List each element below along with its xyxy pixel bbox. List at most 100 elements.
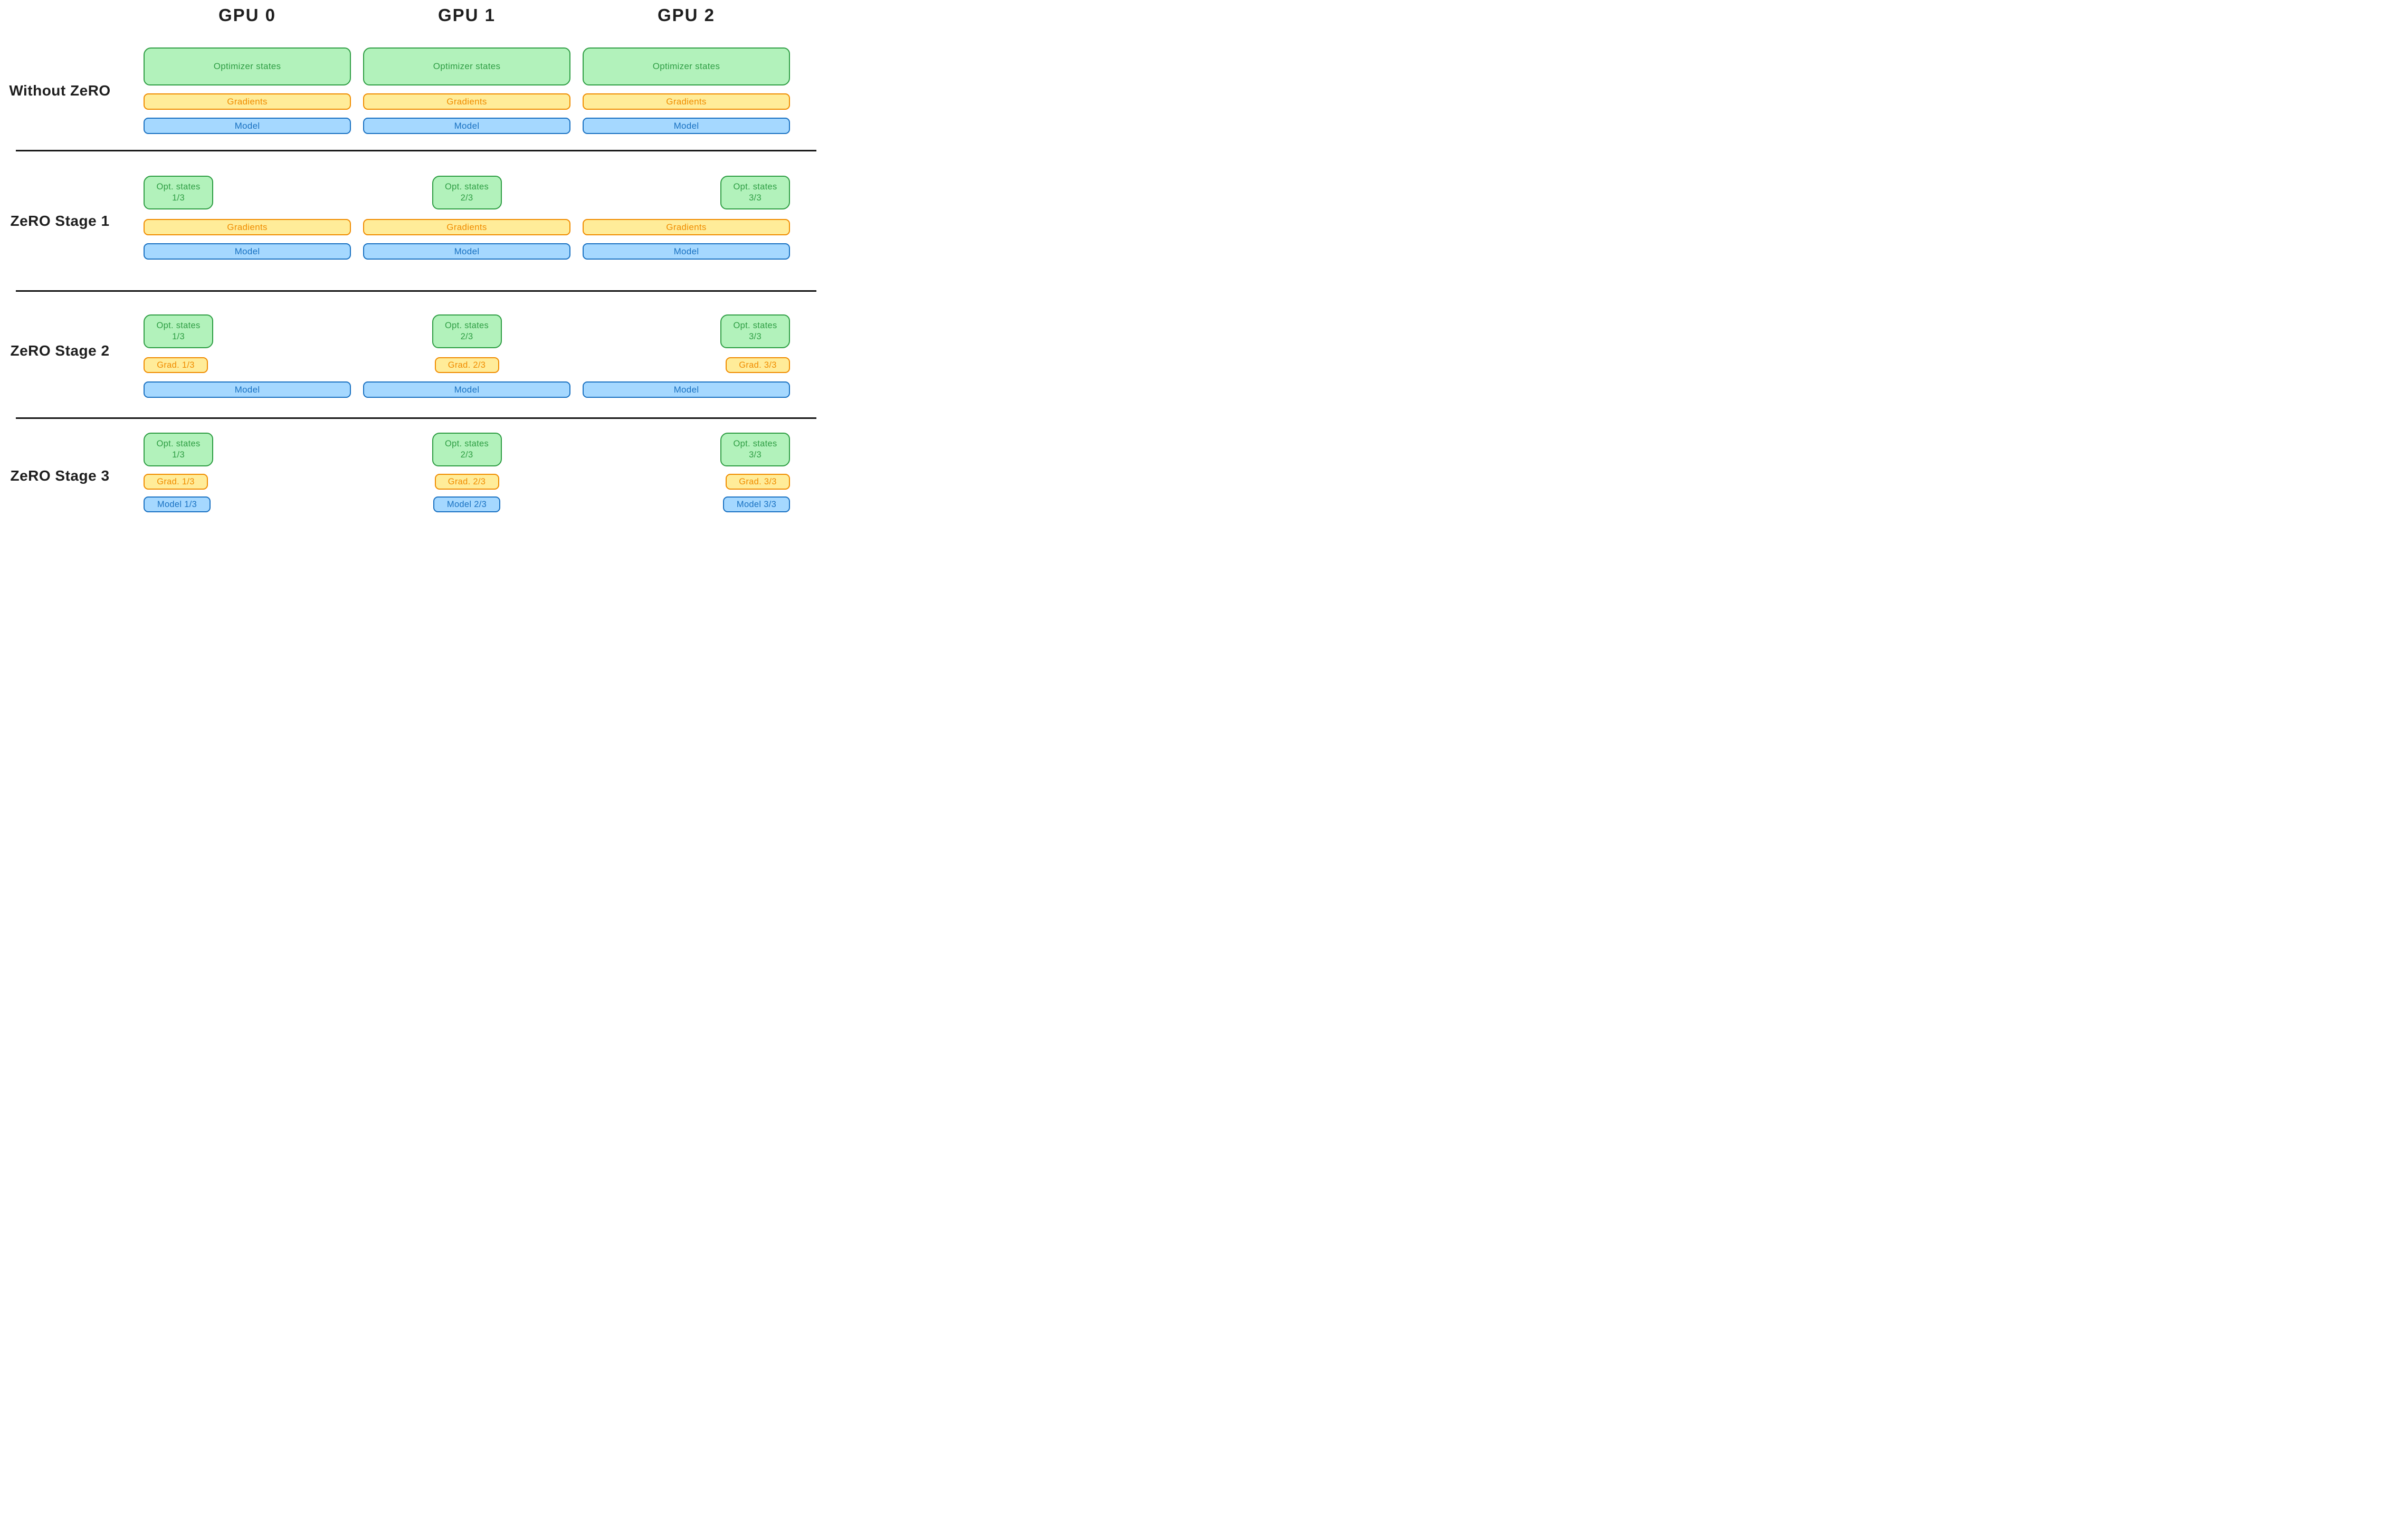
row-zero-stage-3: ZeRO Stage 3 Opt. states 1/3 Grad. 1/3 M… (0, 419, 816, 515)
gpu-column-header-1: GPU 1 (437, 5, 496, 25)
box-label: Grad. 1/3 (157, 476, 195, 486)
box-label: Model (234, 120, 260, 131)
box-label: Grad. 2/3 (448, 476, 486, 486)
gpu2-cell: Opt. states 3/3 Gradients Model (583, 151, 790, 290)
box-label: Gradients (227, 222, 268, 232)
gradients-box: Grad. 2/3 (434, 357, 499, 373)
row-separator (16, 290, 816, 292)
box-label: Gradients (666, 222, 707, 232)
box-label: Grad. 1/3 (157, 360, 195, 370)
gpu2-cell: Optimizer states Gradients Model (583, 32, 790, 150)
gradients-box: Grad. 2/3 (434, 474, 499, 490)
row-zero-stage-2: ZeRO Stage 2 Opt. states 1/3 Grad. 1/3 M… (0, 292, 816, 417)
box-fraction-label: 2/3 (460, 332, 473, 341)
box-label: Opt. states (444, 439, 489, 449)
box-label: Optimizer states (652, 61, 720, 71)
gpu1-cell: Opt. states 2/3 Gradients Model (363, 151, 570, 290)
gpu2-cell: Opt. states 3/3 Grad. 3/3 Model 3/3 (583, 419, 790, 515)
box-fraction-label: 1/3 (172, 450, 185, 460)
box-fraction-label: 3/3 (749, 450, 762, 460)
gpu1-cell: Opt. states 2/3 Grad. 2/3 Model (363, 292, 570, 417)
gradients-box: Gradients (144, 219, 351, 235)
gradients-box: Grad. 3/3 (726, 357, 790, 373)
box-fraction-label: 2/3 (460, 450, 473, 460)
model-box: Model 2/3 (433, 496, 500, 512)
gradients-box: Grad. 1/3 (144, 357, 208, 373)
model-box: Model (583, 118, 790, 134)
box-label: Optimizer states (213, 61, 281, 71)
box-fraction-label: 2/3 (460, 193, 473, 203)
gpu1-cell: Opt. states 2/3 Grad. 2/3 Model 2/3 (363, 419, 570, 515)
model-box: Model (144, 118, 351, 134)
row-separator (16, 150, 816, 151)
gradients-box: Gradients (144, 93, 351, 110)
box-label: Grad. 3/3 (739, 360, 777, 370)
box-fraction-label: 3/3 (749, 193, 762, 203)
box-fraction-label: 1/3 (172, 332, 185, 341)
model-box: Model (583, 381, 790, 398)
box-label: Gradients (227, 96, 268, 107)
box-label: Model (673, 120, 699, 131)
gpu-column-header-0: GPU 0 (218, 5, 277, 25)
box-label: Model (234, 246, 260, 256)
box-label: Opt. states (444, 182, 489, 192)
model-box: Model 1/3 (144, 496, 211, 512)
box-label: Grad. 2/3 (448, 360, 486, 370)
box-label: Gradients (446, 96, 487, 107)
optimizer-states-box: Optimizer states (363, 47, 570, 85)
row-label-without-zero: Without ZeRO (9, 82, 111, 99)
gpu-column-header-2: GPU 2 (657, 5, 716, 25)
gpu0-cell: Opt. states 1/3 Gradients Model (144, 151, 351, 290)
box-label: Model 3/3 (736, 499, 777, 509)
box-label: Opt. states (156, 321, 201, 331)
row-zero-stage-1: ZeRO Stage 1 Opt. states 1/3 Gradients M… (0, 151, 816, 290)
box-label: Gradients (446, 222, 487, 232)
gpu0-cell: Opt. states 1/3 Grad. 1/3 Model (144, 292, 351, 417)
model-box: Model (363, 381, 570, 398)
box-fraction-label: 1/3 (172, 193, 185, 203)
model-box: Model (363, 243, 570, 260)
optimizer-states-box: Optimizer states (583, 47, 790, 85)
box-label: Opt. states (733, 439, 777, 449)
box-label: Model (454, 384, 480, 395)
box-label: Model (673, 246, 699, 256)
optimizer-states-box: Optimizer states (144, 47, 351, 85)
box-label: Opt. states (156, 439, 201, 449)
gpu0-cell: Optimizer states Gradients Model (144, 32, 351, 150)
gradients-box: Gradients (363, 93, 570, 110)
box-label: Grad. 3/3 (739, 476, 777, 486)
model-box: Model 3/3 (723, 496, 790, 512)
box-label: Model (673, 384, 699, 395)
model-box: Model (363, 118, 570, 134)
gradients-box: Grad. 1/3 (144, 474, 208, 490)
row-separator (16, 417, 816, 419)
row-label-zero-stage-3: ZeRO Stage 3 (10, 467, 110, 484)
gradients-box: Grad. 3/3 (726, 474, 790, 490)
optimizer-states-box: Opt. states 2/3 (432, 433, 502, 466)
model-box: Model (583, 243, 790, 260)
optimizer-states-box: Opt. states 3/3 (720, 176, 790, 209)
box-label: Opt. states (733, 182, 777, 192)
gpu2-cell: Opt. states 3/3 Grad. 3/3 Model (583, 292, 790, 417)
box-label: Model (234, 384, 260, 395)
optimizer-states-box: Opt. states 2/3 (432, 314, 502, 348)
gradients-box: Gradients (583, 93, 790, 110)
row-label-zero-stage-1: ZeRO Stage 1 (10, 212, 110, 229)
optimizer-states-box: Opt. states 1/3 (144, 176, 213, 209)
box-label: Opt. states (156, 182, 201, 192)
zero-stages-diagram: GPU 0 GPU 1 GPU 2 Without ZeRO Optimizer… (0, 0, 816, 515)
box-label: Model (454, 120, 480, 131)
optimizer-states-box: Opt. states 3/3 (720, 433, 790, 466)
box-label: Gradients (666, 96, 707, 107)
optimizer-states-box: Opt. states 2/3 (432, 176, 502, 209)
box-label: Optimizer states (433, 61, 501, 71)
box-fraction-label: 3/3 (749, 332, 762, 341)
optimizer-states-box: Opt. states 1/3 (144, 433, 213, 466)
model-box: Model (144, 381, 351, 398)
gradients-box: Gradients (583, 219, 790, 235)
optimizer-states-box: Opt. states 1/3 (144, 314, 213, 348)
optimizer-states-box: Opt. states 3/3 (720, 314, 790, 348)
model-box: Model (144, 243, 351, 260)
box-label: Opt. states (444, 321, 489, 331)
box-label: Model (454, 246, 480, 256)
